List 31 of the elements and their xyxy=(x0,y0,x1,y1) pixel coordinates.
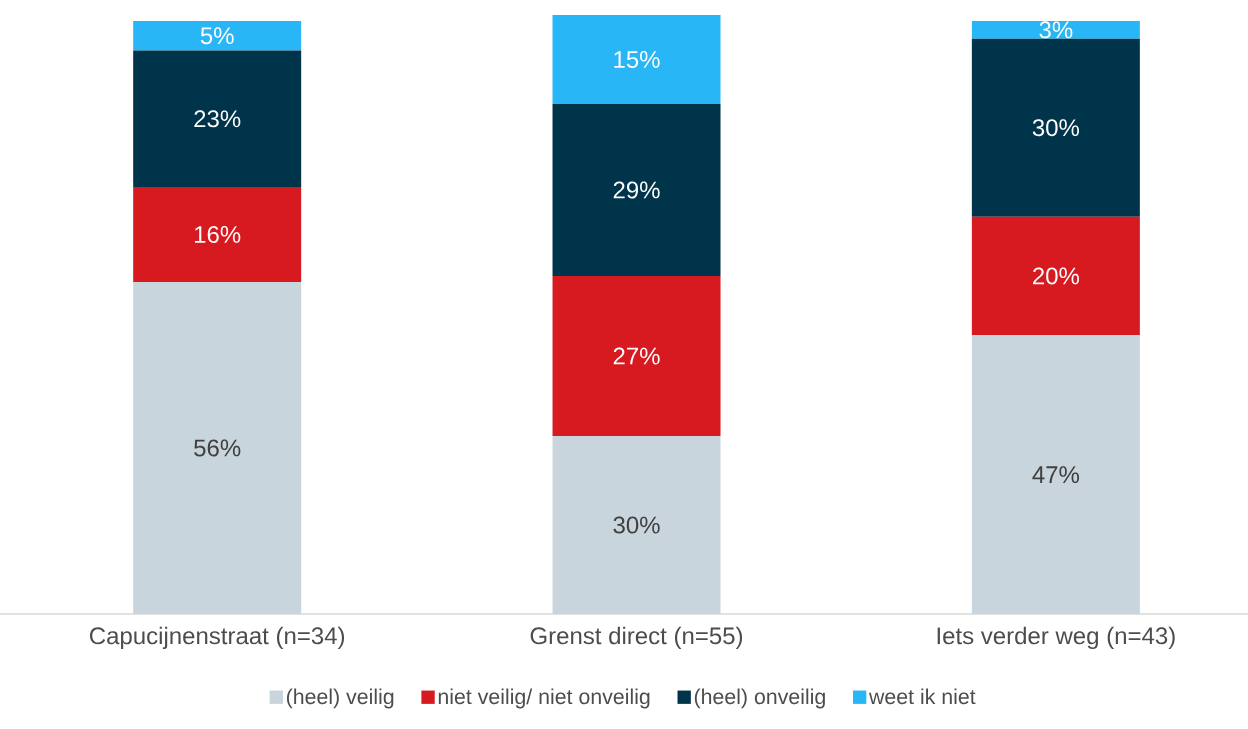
bar xyxy=(552,15,721,104)
data-label: 27% xyxy=(613,347,660,365)
x-tick-label: Iets verder weg (n=43) xyxy=(937,626,1175,650)
legend-label: (heel) onveilig xyxy=(694,688,825,709)
bar xyxy=(971,335,1140,614)
bar xyxy=(552,436,721,614)
data-label: 3% xyxy=(1039,21,1073,39)
bar xyxy=(133,20,302,51)
data-label: 47% xyxy=(1032,466,1080,484)
data-label: 16% xyxy=(194,225,241,243)
bar xyxy=(552,275,721,437)
data-label: 56% xyxy=(194,439,241,457)
data-label: 23% xyxy=(194,110,241,128)
data-label: 15% xyxy=(614,51,660,68)
x-tick-label: Capucijnenstraat (n=34) xyxy=(89,626,345,650)
data-label: 30% xyxy=(613,516,660,534)
bar xyxy=(971,216,1140,336)
data-label: 20% xyxy=(1033,267,1080,285)
bar xyxy=(133,281,302,614)
legend-label: (heel) veilig xyxy=(286,688,394,709)
legend-label: weet ik niet xyxy=(868,688,976,705)
bar xyxy=(133,186,302,282)
bar xyxy=(552,103,721,276)
data-label: 29% xyxy=(613,181,660,199)
bar xyxy=(133,50,302,187)
x-tick-label: Grenst direct (n=55) xyxy=(530,626,743,650)
data-label: 30% xyxy=(1032,119,1080,137)
data-label: 5% xyxy=(200,27,234,45)
bar xyxy=(971,38,1140,217)
legend-label: niet veilig/ niet onveilig xyxy=(438,688,650,709)
bar xyxy=(971,20,1140,39)
